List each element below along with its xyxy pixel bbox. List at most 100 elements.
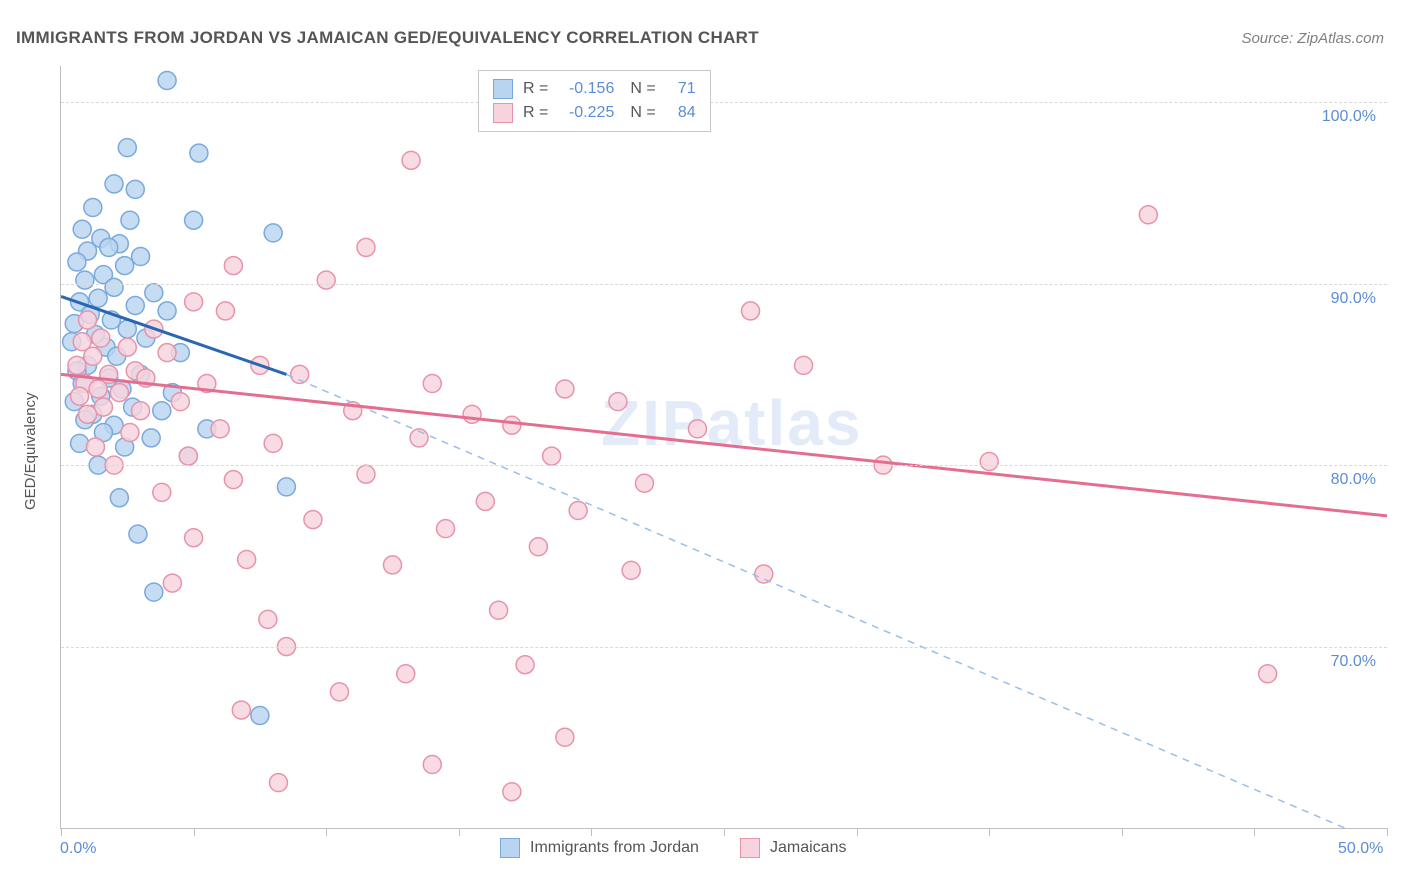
gridline <box>61 647 1387 648</box>
data-point <box>384 556 402 574</box>
data-point <box>423 756 441 774</box>
data-point <box>158 302 176 320</box>
data-point <box>224 471 242 489</box>
x-tick-label: 0.0% <box>60 840 96 858</box>
data-point <box>153 483 171 501</box>
data-point <box>132 248 150 266</box>
data-point <box>251 707 269 725</box>
data-point <box>609 393 627 411</box>
y-tick-label: 80.0% <box>1316 471 1376 489</box>
data-point <box>84 199 102 217</box>
data-point <box>556 380 574 398</box>
data-point <box>264 434 282 452</box>
data-point <box>397 665 415 683</box>
data-point <box>357 238 375 256</box>
legend-n-label: N = <box>630 104 655 122</box>
y-axis-label: GED/Equivalency <box>22 392 39 510</box>
data-point <box>73 220 91 238</box>
data-point <box>516 656 534 674</box>
data-point <box>121 211 139 229</box>
x-tick-mark <box>1122 828 1123 836</box>
data-point <box>129 525 147 543</box>
data-point <box>76 271 94 289</box>
data-point <box>503 416 521 434</box>
data-point <box>158 72 176 90</box>
data-point <box>110 384 128 402</box>
x-tick-mark <box>459 828 460 836</box>
data-point <box>437 520 455 538</box>
data-point <box>264 224 282 242</box>
data-point <box>126 180 144 198</box>
data-point <box>105 278 123 296</box>
data-point <box>185 529 203 547</box>
data-point <box>118 139 136 157</box>
data-point <box>89 289 107 307</box>
data-point <box>688 420 706 438</box>
data-point <box>476 492 494 510</box>
x-tick-mark <box>724 828 725 836</box>
legend-n-value: 71 <box>666 80 696 98</box>
data-point <box>116 257 134 275</box>
x-tick-mark <box>591 828 592 836</box>
scatter-svg <box>61 66 1387 828</box>
data-point <box>402 151 420 169</box>
x-tick-mark <box>857 828 858 836</box>
data-point <box>158 344 176 362</box>
gridline <box>61 465 1387 466</box>
x-tick-mark <box>61 828 62 836</box>
source-credit: Source: ZipAtlas.com <box>1241 30 1384 47</box>
x-tick-mark <box>194 828 195 836</box>
data-point <box>171 393 189 411</box>
data-point <box>185 211 203 229</box>
data-point <box>105 175 123 193</box>
data-point <box>126 296 144 314</box>
data-point <box>68 253 86 271</box>
data-point <box>86 438 104 456</box>
data-point <box>145 583 163 601</box>
data-point <box>569 502 587 520</box>
data-point <box>84 347 102 365</box>
legend-row: R =-0.225N =84 <box>493 101 696 125</box>
data-point <box>490 601 508 619</box>
bottom-legend-item: Jamaicans <box>740 838 846 858</box>
data-point <box>153 402 171 420</box>
data-point <box>423 375 441 393</box>
data-point <box>163 574 181 592</box>
x-tick-mark <box>989 828 990 836</box>
data-point <box>622 561 640 579</box>
data-point <box>118 338 136 356</box>
y-tick-label: 100.0% <box>1316 108 1376 126</box>
legend-r-value: -0.156 <box>558 80 614 98</box>
legend-swatch <box>493 103 513 123</box>
data-point <box>304 511 322 529</box>
x-tick-mark <box>1254 828 1255 836</box>
data-point <box>211 420 229 438</box>
data-point <box>100 238 118 256</box>
data-point <box>79 311 97 329</box>
data-point <box>1259 665 1277 683</box>
stats-legend: R =-0.156N =71R =-0.225N =84 <box>478 70 711 132</box>
data-point <box>216 302 234 320</box>
plot-area: ZIPatlas <box>60 66 1387 829</box>
legend-swatch <box>500 838 520 858</box>
trend-line-extrapolated <box>286 374 1387 828</box>
data-point <box>635 474 653 492</box>
y-tick-label: 70.0% <box>1316 653 1376 671</box>
data-point <box>121 423 139 441</box>
data-point <box>92 329 110 347</box>
gridline <box>61 102 1387 103</box>
data-point <box>269 774 287 792</box>
data-point <box>71 434 89 452</box>
data-point <box>529 538 547 556</box>
data-point <box>503 783 521 801</box>
data-point <box>71 387 89 405</box>
legend-label: Immigrants from Jordan <box>530 839 699 857</box>
data-point <box>142 429 160 447</box>
data-point <box>330 683 348 701</box>
data-point <box>190 144 208 162</box>
data-point <box>145 284 163 302</box>
x-tick-mark <box>326 828 327 836</box>
bottom-legend-item: Immigrants from Jordan <box>500 838 699 858</box>
legend-swatch <box>740 838 760 858</box>
data-point <box>68 356 86 374</box>
